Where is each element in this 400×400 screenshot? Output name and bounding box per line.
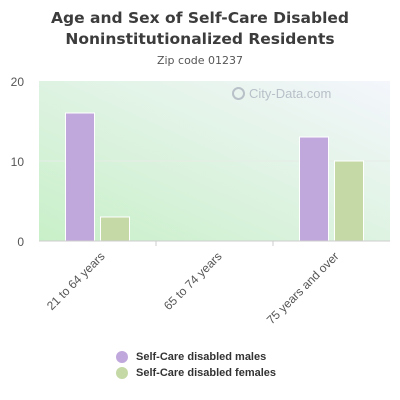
bar-males[interactable] xyxy=(299,136,329,242)
city-data-logo-icon xyxy=(232,87,245,100)
x-tick-label: 65 to 74 years xyxy=(161,249,225,313)
legend-swatch-females xyxy=(116,367,128,379)
chart-title: Age and Sex of Self-Care Disabled Nonins… xyxy=(0,8,400,50)
y-tick-label: 20 xyxy=(11,75,25,89)
y-tick-label: 10 xyxy=(11,155,25,169)
bar-males[interactable] xyxy=(65,112,95,242)
x-tick-label: 75 years and over xyxy=(264,249,342,327)
watermark-text: City-Data.com xyxy=(249,86,332,101)
legend-item-females: Self-Care disabled females xyxy=(116,365,276,381)
chart-title-line-1: Age and Sex of Self-Care Disabled xyxy=(50,9,349,27)
y-tick-label: 0 xyxy=(17,235,24,249)
legend: Self-Care disabled males Self-Care disab… xyxy=(116,349,276,381)
chart-subtitle: Zip code 01237 xyxy=(156,54,244,67)
chart-title-line-2: Noninstitutionalized Residents xyxy=(65,30,335,48)
bar-females[interactable] xyxy=(334,160,364,242)
legend-swatch-males xyxy=(116,351,128,363)
legend-label-females: Self-Care disabled females xyxy=(136,367,277,379)
legend-label-males: Self-Care disabled males xyxy=(136,351,267,363)
watermark: City-Data.com xyxy=(232,86,331,101)
bar-females[interactable] xyxy=(100,216,130,242)
legend-item-males: Self-Care disabled males xyxy=(116,349,276,365)
x-tick-label: 21 to 64 years xyxy=(44,249,108,313)
